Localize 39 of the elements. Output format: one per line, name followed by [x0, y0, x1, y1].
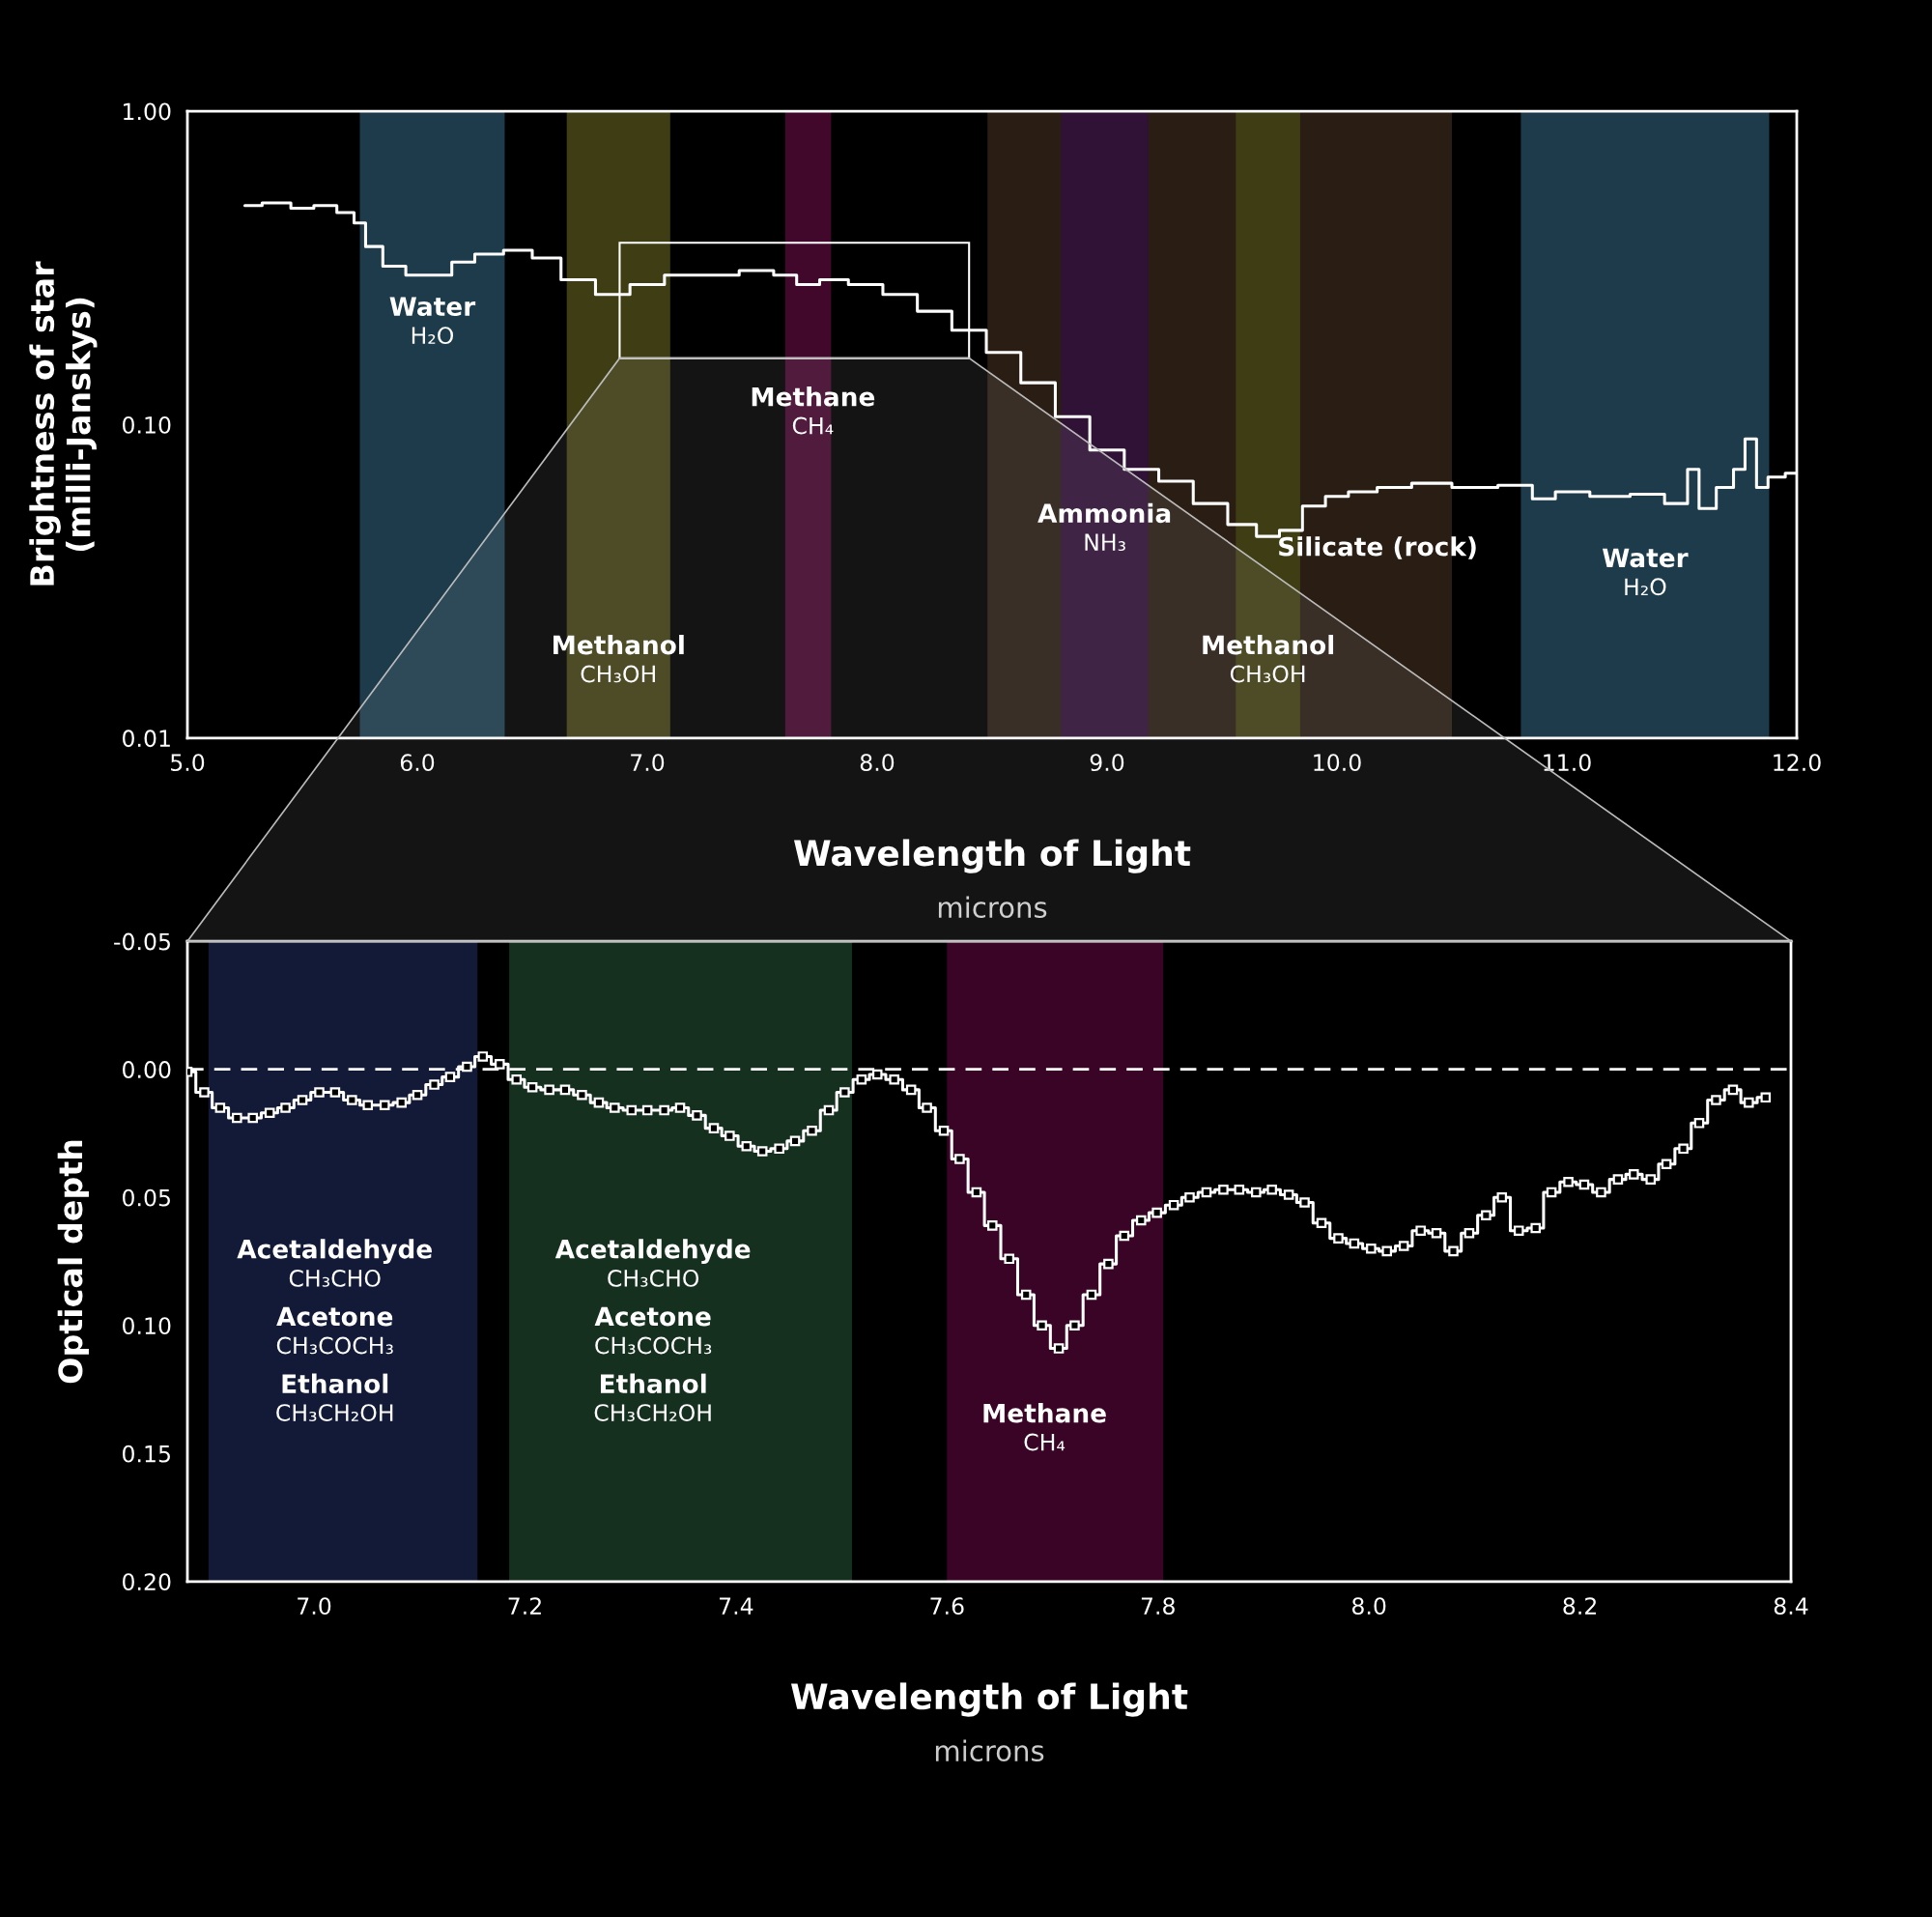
x-axis-title: Wavelength of Light microns [793, 839, 1191, 919]
x-axis-title: Wavelength of Light microns [790, 1682, 1188, 1762]
band-label: Silicate (rock) [1279, 536, 1476, 559]
x-tick-label: 6.0 [400, 754, 435, 772]
y-tick-label: 0.15 [123, 1445, 170, 1463]
band-label: Water H₂O [1602, 548, 1689, 596]
y-axis-title: Optical depth [57, 1140, 89, 1384]
y-tick-label: 0.01 [123, 730, 170, 748]
band-label: Acetaldehyde CH₃CHO Acetone CH₃COCH₃ Ethanol CH₃CH₂OH [554, 1239, 751, 1421]
x-tick-label: 8.0 [1351, 1597, 1386, 1616]
y-tick-label: 1.00 [124, 102, 171, 121]
y-tick-label: 0.05 [123, 1188, 170, 1207]
x-tick-label: 7.2 [508, 1597, 541, 1615]
x-tick-label: 7.0 [298, 1597, 331, 1616]
band-label: Methane CH₄ [983, 1403, 1106, 1451]
band-label: Methanol CH₃OH [1203, 635, 1334, 683]
x-tick-label: 7.4 [720, 1597, 753, 1615]
band-label: Ammonia NH₃ [1037, 502, 1171, 552]
y-tick-label: 0.00 [123, 1061, 171, 1078]
band-label: Methane CH₄ [752, 386, 875, 435]
y-axis-title: Brightness of star (milli-Janskys) [29, 261, 98, 586]
band-label: Water H₂O [389, 297, 476, 345]
x-tick-label: 7.6 [930, 1597, 964, 1616]
band-label: Acetaldehyde CH₃CHO Acetone CH₃COCH₃ Ethanol CH₃CH₂OH [237, 1239, 432, 1421]
band-label: Methanol CH₃OH [554, 635, 684, 683]
x-tick-label: 9.0 [1090, 754, 1124, 772]
x-tick-label: 7.8 [1141, 1597, 1175, 1616]
x-tick-label: 8.0 [860, 754, 895, 772]
x-tick-label: 8.4 [1774, 1597, 1808, 1616]
x-tick-label: 10.0 [1314, 754, 1361, 772]
y-tick-label: 0.20 [123, 1573, 171, 1591]
x-tick-label: 11.0 [1544, 754, 1591, 772]
y-tick-label: 0.10 [123, 415, 171, 434]
x-tick-label: 5.0 [171, 754, 205, 772]
x-tick-label: 7.0 [631, 754, 665, 772]
x-tick-label: 12.0 [1774, 754, 1821, 772]
y-tick-label: 0.10 [123, 1317, 171, 1335]
y-tick-label: -0.05 [114, 932, 170, 951]
x-tick-label: 8.2 [1563, 1597, 1596, 1616]
